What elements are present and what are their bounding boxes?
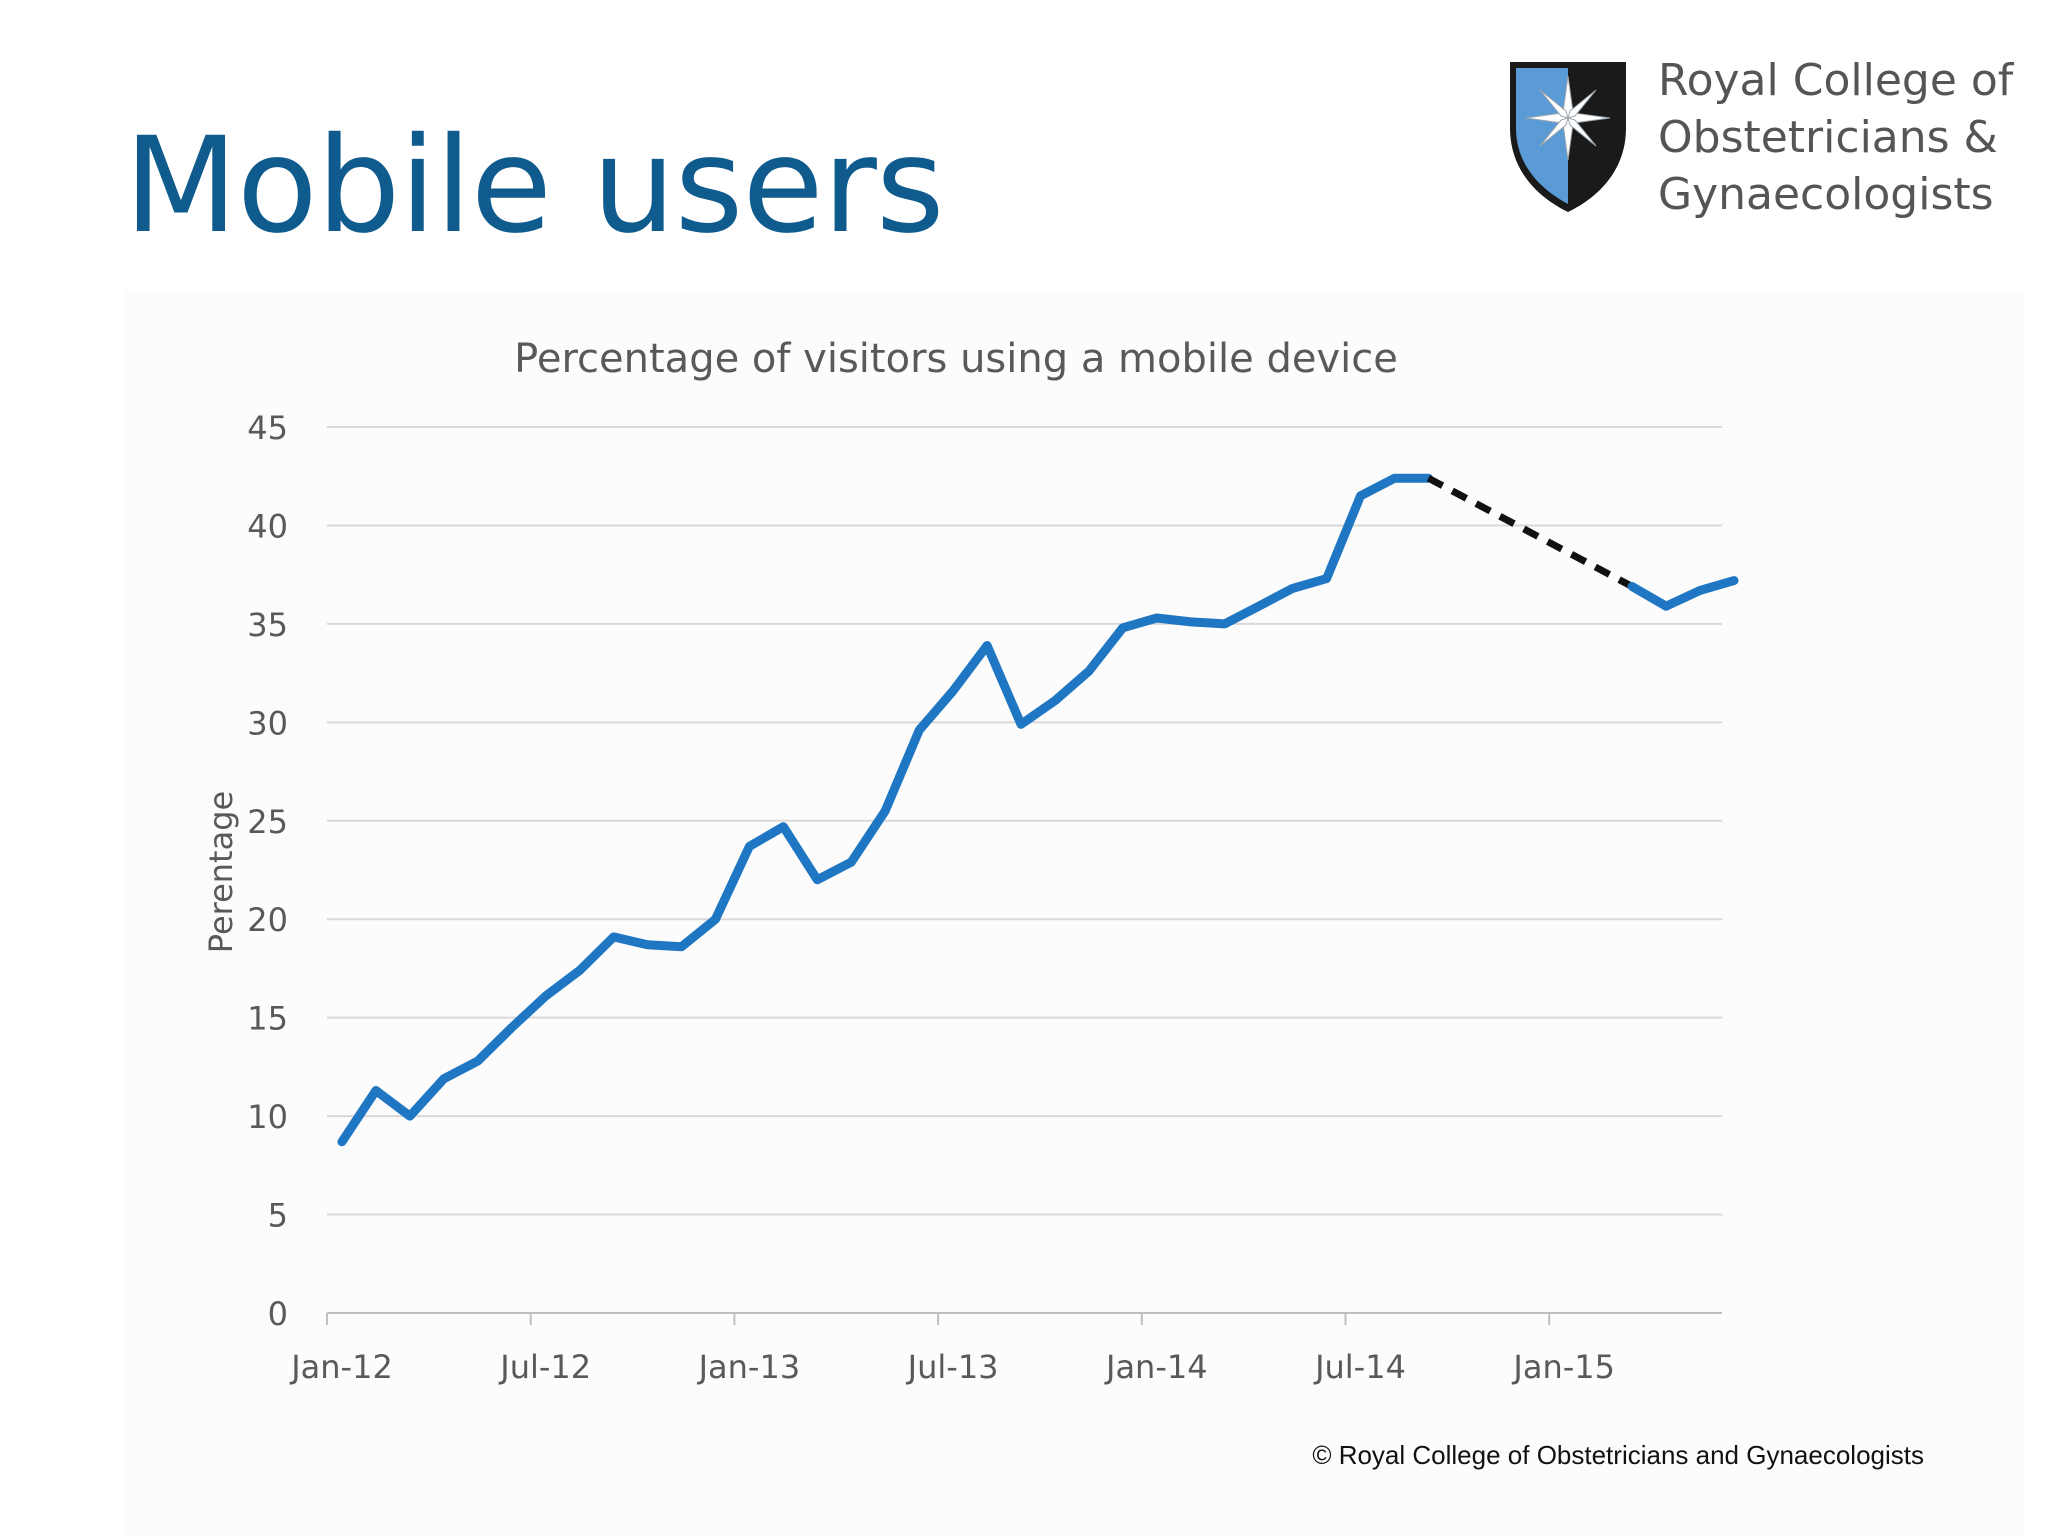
logo-line-3: Gynaecologists [1658, 169, 1994, 220]
copyright-notice: © Royal College of Obstetricians and Gyn… [1312, 1440, 1924, 1470]
logo-line-2: Obstetricians & [1658, 112, 1998, 163]
x-tick-label: Jan-15 [1511, 1348, 1615, 1386]
x-tick-label: Jul-13 [906, 1348, 999, 1386]
y-tick-label: 15 [247, 1000, 288, 1038]
labels: 0 5 10 15 20 25 30 35 40 45 Jan-12 Jul-12 Jan-13 Jul-… [202, 336, 1615, 1386]
y-tick-label: 20 [247, 901, 288, 939]
series-line-0 [337, 473, 1433, 1147]
axes [326, 1312, 1722, 1325]
chart-panel [124, 290, 2024, 1536]
y-tick-label: 25 [247, 803, 288, 841]
series-line-dashed [1426, 475, 1634, 590]
x-tick-label: Jul-12 [498, 1348, 591, 1386]
slide-title: Mobile users [124, 109, 945, 263]
x-tick-label: Jan-12 [289, 1348, 393, 1386]
series [337, 473, 1739, 1147]
y-tick-label: 0 [268, 1295, 288, 1333]
series-line-2 [1627, 576, 1739, 611]
x-tick-label: Jan-14 [1104, 1348, 1208, 1386]
chart-title: Percentage of visitors using a mobile de… [514, 336, 1398, 382]
shield-crest-icon [1510, 62, 1626, 212]
logo-text: Royal College of Obstetricians & Gynaeco… [1658, 52, 2013, 223]
rcog-logo: Royal College of Obstetricians & Gynaeco… [1506, 52, 2013, 232]
x-tick-label: Jan-13 [697, 1348, 801, 1386]
logo-line-1: Royal College of [1658, 55, 2014, 106]
y-tick-label: 40 [247, 507, 288, 545]
y-axis-label: Perentage [202, 791, 240, 953]
y-tick-label: 30 [247, 704, 288, 742]
x-tick-label: Jul-14 [1313, 1348, 1406, 1386]
gridlines [327, 426, 1722, 1216]
y-tick-label: 10 [247, 1098, 288, 1136]
y-tick-label: 35 [247, 606, 288, 644]
y-tick-label: 5 [268, 1197, 288, 1235]
y-tick-label: 45 [247, 409, 288, 447]
